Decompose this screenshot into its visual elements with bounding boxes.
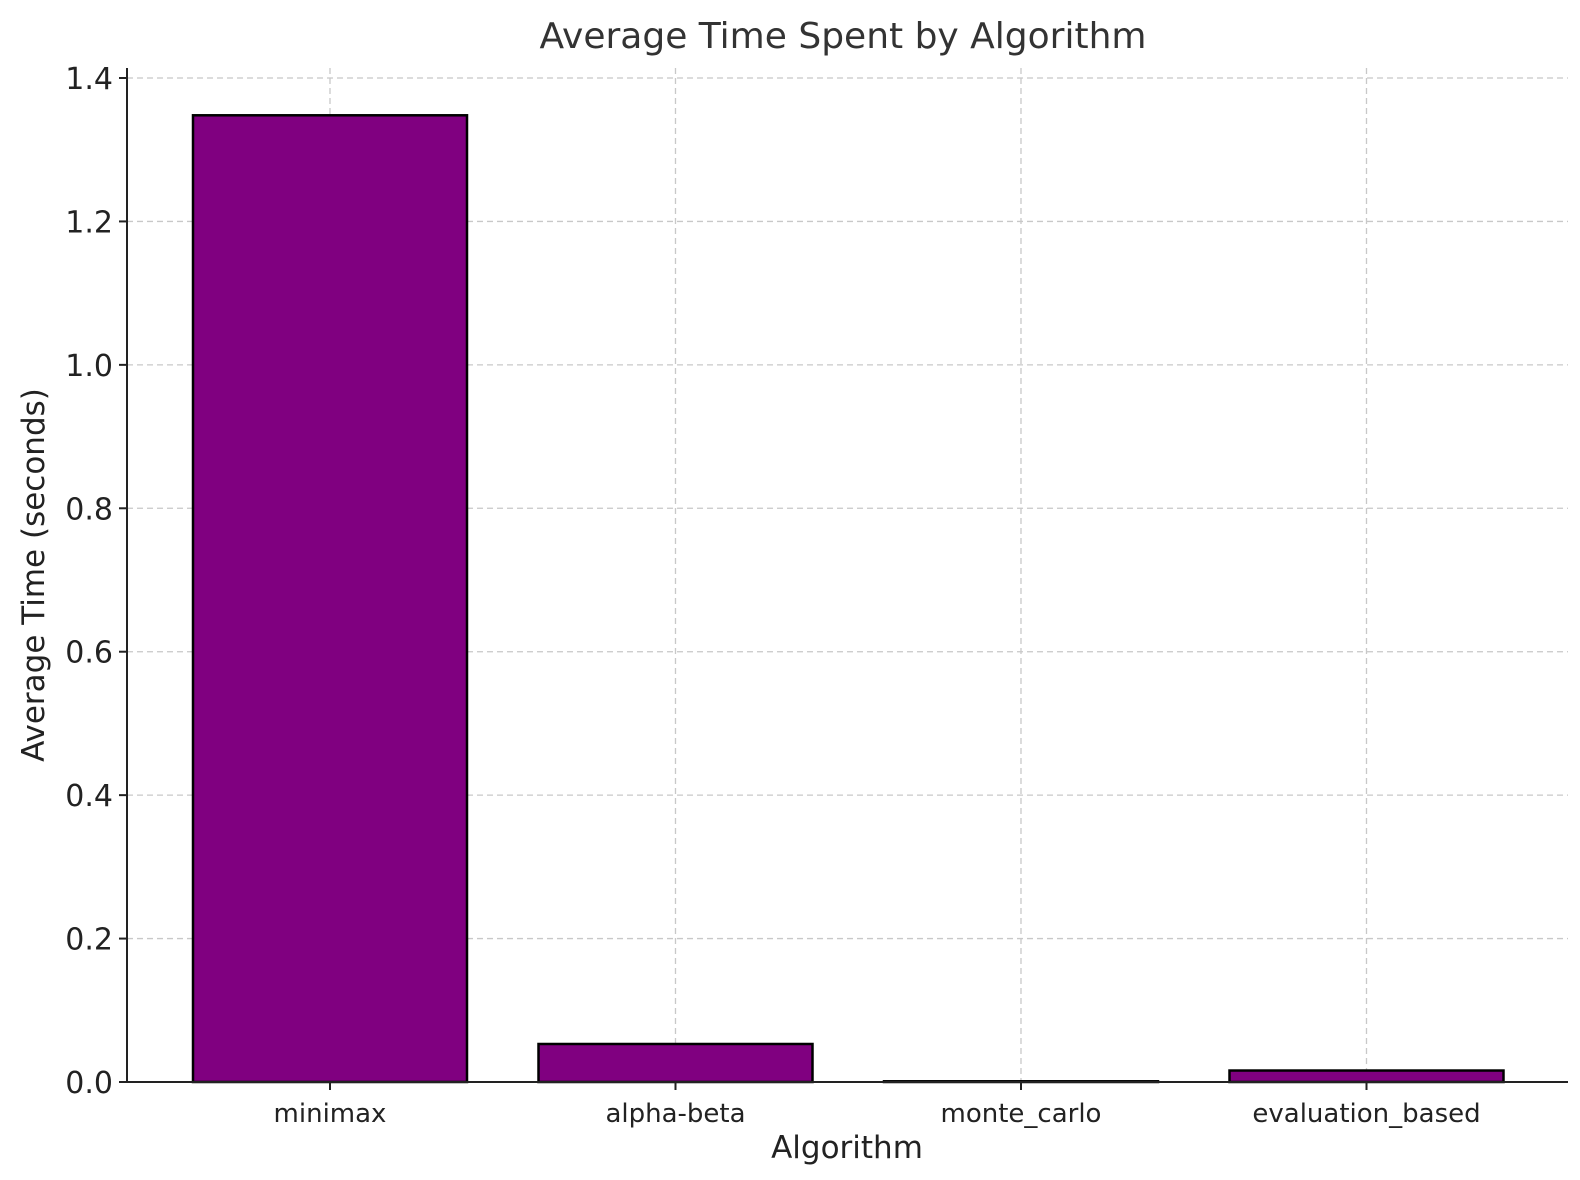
y-tick-label: 0.6 [65, 636, 113, 671]
bar-evaluation_based [1228, 1069, 1505, 1084]
bar-minimax [191, 114, 469, 1084]
x-tick-label: evaluation_based [1252, 1099, 1480, 1129]
y-tick-label: 0.0 [65, 1066, 113, 1101]
y-tick-label: 0.8 [65, 492, 113, 527]
y-tick-label: 1.2 [65, 205, 113, 240]
x-ticks: minimax alpha-beta monte_carlo evaluation_b… [274, 1082, 1481, 1129]
x-gridlines [329, 68, 1368, 1082]
y-tick-label: 1.0 [65, 349, 113, 384]
bar-alpha-beta [537, 1042, 814, 1084]
y-axis-label: Average Time (seconds) [16, 388, 52, 762]
y-tick-label: 1.4 [65, 62, 113, 97]
y-tick-label: 0.4 [65, 779, 113, 814]
x-tick-label: minimax [274, 1099, 387, 1129]
x-tick-label: alpha-beta [605, 1099, 745, 1129]
x-tick-label: monte_carlo [941, 1099, 1102, 1129]
chart-title: Average Time Spent by Algorithm [540, 16, 1147, 57]
y-ticks: 0.0 0.2 0.4 0.6 0.8 1.0 1.2 1.4 [65, 62, 127, 1101]
y-tick-label: 0.2 [65, 923, 113, 958]
x-axis-label: Algorithm [771, 1130, 923, 1166]
bars [191, 114, 1505, 1084]
